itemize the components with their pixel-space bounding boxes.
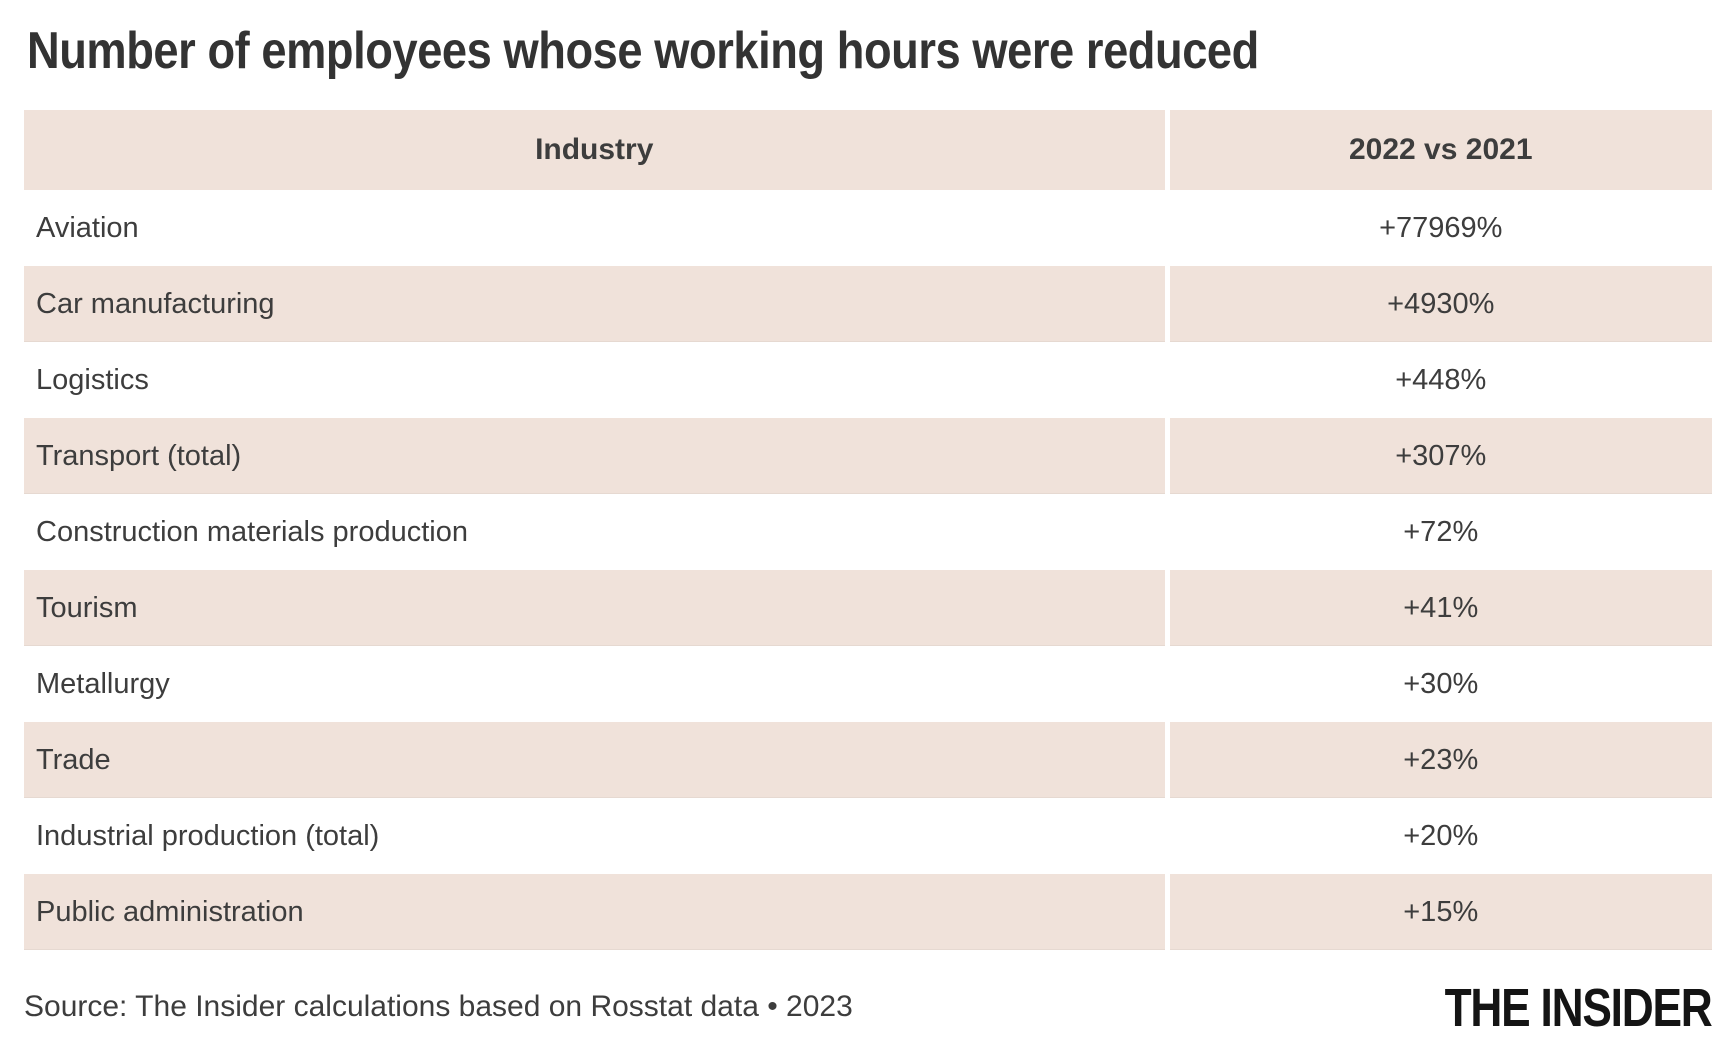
table-row: Car manufacturing +4930% <box>24 266 1712 342</box>
change-cell: +307% <box>1167 418 1712 494</box>
change-cell: +20% <box>1167 798 1712 874</box>
table-header-row: Industry 2022 vs 2021 <box>24 110 1712 190</box>
industry-cell: Transport (total) <box>24 418 1170 494</box>
table-row: Trade +23% <box>24 722 1712 798</box>
page-title: Number of employees whose working hours … <box>27 22 1259 80</box>
industry-cell: Aviation <box>24 190 1170 266</box>
change-cell: +72% <box>1167 494 1712 570</box>
industry-cell: Metallurgy <box>24 646 1170 722</box>
brand-logo: THE INSIDER <box>1445 978 1713 1038</box>
table-row: Industrial production (total) +20% <box>24 798 1712 874</box>
table-row: Metallurgy +30% <box>24 646 1712 722</box>
table-row: Tourism +41% <box>24 570 1712 646</box>
industry-cell: Logistics <box>24 342 1170 418</box>
table-body: Aviation +77969% Car manufacturing +4930% Lo… <box>24 190 1712 950</box>
table-row: Transport (total) +307% <box>24 418 1712 494</box>
source-text: Source: The Insider calculations based o… <box>24 990 853 1023</box>
industry-cell: Construction materials production <box>24 494 1170 570</box>
data-table: Industry 2022 vs 2021 Aviation +77969% Car… <box>24 110 1712 950</box>
change-cell: +23% <box>1167 722 1712 798</box>
industry-cell: Tourism <box>24 570 1170 646</box>
change-cell: +4930% <box>1167 266 1712 342</box>
table-row: Construction materials production +72% <box>24 494 1712 570</box>
industry-cell: Industrial production (total) <box>24 798 1170 874</box>
table-header: Industry 2022 vs 2021 <box>24 110 1712 190</box>
table-row: Logistics +448% <box>24 342 1712 418</box>
change-cell: +30% <box>1167 646 1712 722</box>
industry-cell: Trade <box>24 722 1170 798</box>
table-row: Public administration +15% <box>24 874 1712 950</box>
change-cell: +15% <box>1167 874 1712 950</box>
column-header-industry: Industry <box>24 110 1170 190</box>
column-header-change: 2022 vs 2021 <box>1167 110 1712 190</box>
table-row: Aviation +77969% <box>24 190 1712 266</box>
change-cell: +77969% <box>1167 190 1712 266</box>
industry-cell: Public administration <box>24 874 1170 950</box>
change-cell: +41% <box>1167 570 1712 646</box>
change-cell: +448% <box>1167 342 1712 418</box>
industry-cell: Car manufacturing <box>24 266 1170 342</box>
